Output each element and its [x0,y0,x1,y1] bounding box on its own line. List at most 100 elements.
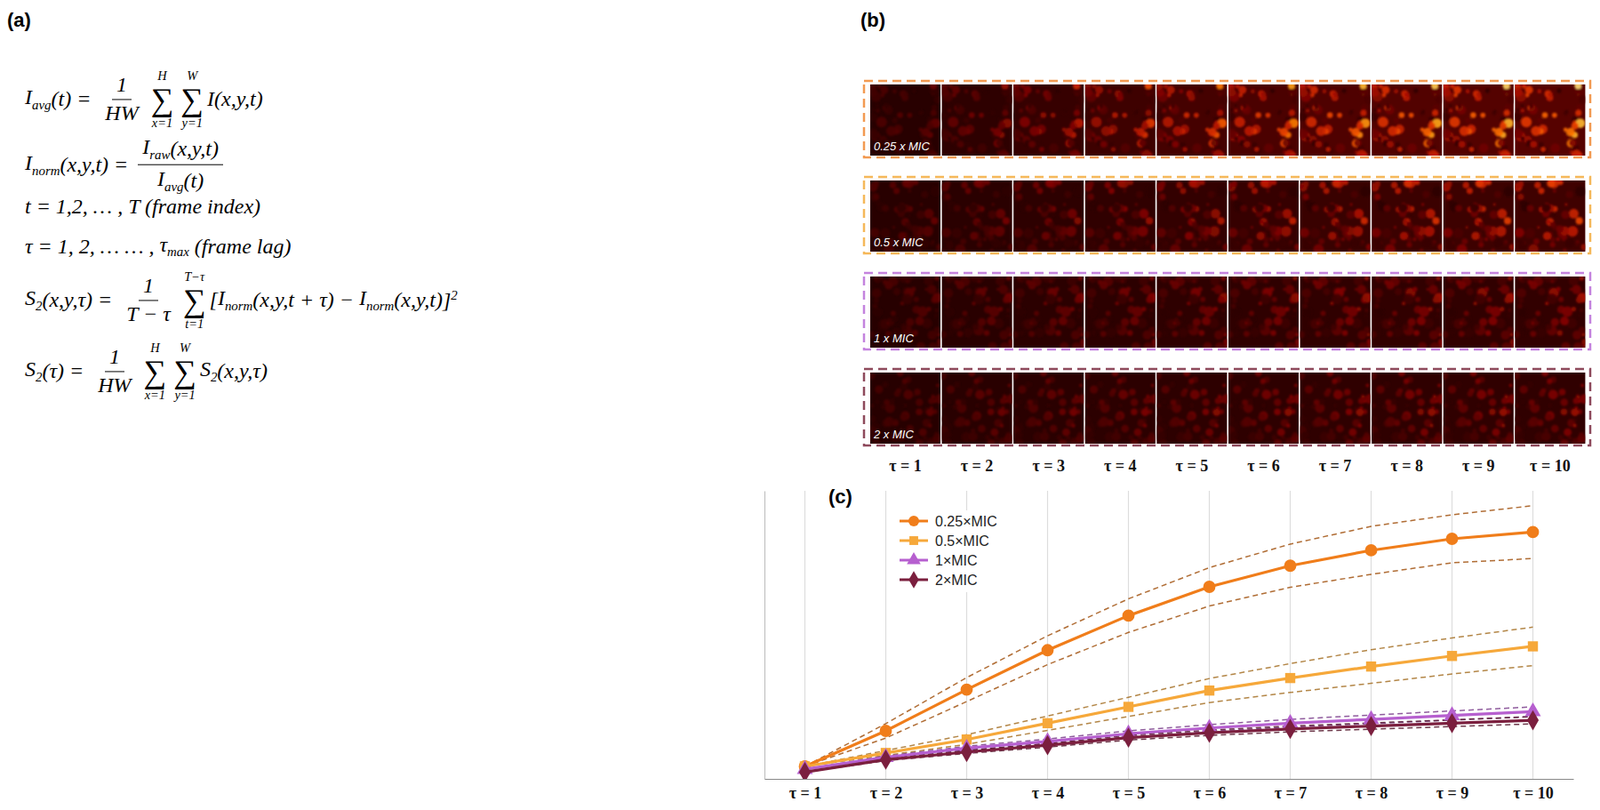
texture-blob [1488,316,1497,326]
frame-image [937,369,1016,448]
texture-blob [1141,122,1149,130]
texture-blob [1178,88,1184,94]
texture-blob [1148,95,1155,104]
texture-blob [1269,237,1273,241]
frame-image [1011,81,1087,160]
texture-blob [996,288,1000,291]
texture-blob [1323,142,1329,148]
texture-blob [1106,117,1112,123]
texture-blob [890,180,899,189]
texture-blob [1104,182,1112,189]
texture-blob [968,146,973,152]
texture-blob [1337,213,1342,217]
texture-blob [1475,180,1485,188]
texture-blob [1063,202,1066,206]
frame-image: 2 x MIC [866,369,945,448]
texture [942,84,1013,156]
texture-blob [1403,180,1413,188]
texture-blob [1520,104,1525,108]
texture-blob [1141,149,1152,156]
texture-blob [1536,88,1542,94]
texture-blob [1504,109,1511,116]
texture [1300,180,1371,252]
texture-blob [1537,288,1545,296]
frame-image [1083,177,1158,255]
texture-blob [1002,296,1010,304]
texture-blob [1058,316,1068,326]
texture-blob [1576,216,1584,224]
figure: (a)(b)0.25 x MIC0.5 x MIC1 x MIC2 x MICτ… [0,0,1600,810]
texture-blob [1503,185,1513,197]
texture-blob [1331,293,1343,304]
texture-blob [1128,296,1135,303]
row-frame [864,272,1591,350]
texture-blob [1292,313,1296,318]
texture-blob [918,127,923,132]
texture-blob [1070,306,1075,312]
texture-blob [1509,243,1514,250]
texture-blob [1122,189,1127,193]
texture-blob [915,408,922,416]
texture-blob [1514,248,1520,252]
texture-blob [1055,88,1060,94]
texture-blob [1120,241,1126,248]
texture-blob [870,88,878,97]
texture-blob [1265,189,1270,193]
texture-blob [1535,310,1541,316]
texture-blob [1122,213,1127,217]
texture-blob [1432,241,1437,247]
texture-blob [1535,180,1544,189]
texture-blob [911,287,916,292]
texture-blob [1420,110,1425,115]
texture-blob [965,187,972,194]
texture-blob [988,306,1000,318]
texture [1156,276,1227,348]
texture-blob [1152,344,1156,348]
texture-blob [1149,313,1153,318]
texture-blob [1201,316,1211,326]
texture-blob [1449,116,1461,128]
texture-blob [1391,182,1398,189]
texture-blob [1572,330,1583,341]
texture-blob [1413,329,1419,336]
texture-blob [990,248,994,252]
frame-cell [1085,84,1156,156]
texture-blob [958,321,961,325]
texture-blob [912,180,919,185]
texture-blob [1373,288,1384,298]
texture-blob [1556,225,1564,233]
texture-blob [926,306,931,312]
texture-blob [975,389,985,400]
texture-blob [1551,279,1555,283]
texture-blob [896,112,904,119]
texture-blob [1500,284,1510,294]
frame-cell [942,84,1013,156]
texture [1371,180,1442,252]
texture-blob [1479,318,1488,327]
texture-blob [1503,84,1511,89]
texture-blob [920,202,923,206]
texture-blob [1289,296,1297,304]
frame-cell [1228,276,1299,348]
texture-blob [1565,110,1568,113]
texture-blob [1061,248,1065,252]
texture-blob [1491,127,1496,132]
texture-blob [1514,330,1520,338]
texture-blob [1216,109,1224,116]
texture-blob [900,411,910,421]
texture-blob [1396,146,1406,156]
texture-blob [1573,342,1583,348]
texture-blob [1500,330,1511,341]
texture-blob [1443,88,1451,97]
texture-blob [1464,315,1471,322]
texture-blob [881,204,889,212]
texture-blob [1013,88,1021,97]
texture-blob [1274,210,1284,220]
texture-blob [1432,216,1440,224]
texture [1156,180,1227,252]
texture-blob [1244,126,1255,136]
texture-blob [987,398,995,406]
texture-blob [1248,182,1255,189]
texture-blob [942,248,947,252]
texture-blob [1408,318,1416,327]
